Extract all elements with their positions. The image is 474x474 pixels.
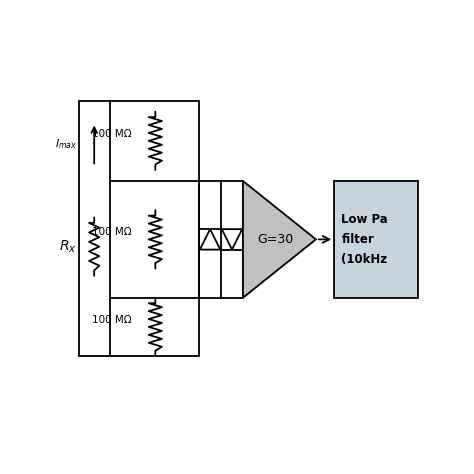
- Text: 100 MΩ: 100 MΩ: [92, 227, 132, 237]
- Text: (10kHz: (10kHz: [341, 253, 388, 266]
- Bar: [334, 181, 418, 298]
- Text: $R_x$: $R_x$: [59, 238, 77, 255]
- Polygon shape: [243, 181, 316, 298]
- Bar: [79, 100, 199, 356]
- Text: 100 MΩ: 100 MΩ: [92, 128, 132, 138]
- Text: G=30: G=30: [258, 233, 294, 246]
- Text: 100 MΩ: 100 MΩ: [92, 315, 132, 325]
- Text: $I_{max}$: $I_{max}$: [55, 137, 77, 151]
- Bar: [199, 181, 243, 298]
- Text: filter: filter: [341, 233, 374, 246]
- Text: Low Pa: Low Pa: [341, 213, 388, 226]
